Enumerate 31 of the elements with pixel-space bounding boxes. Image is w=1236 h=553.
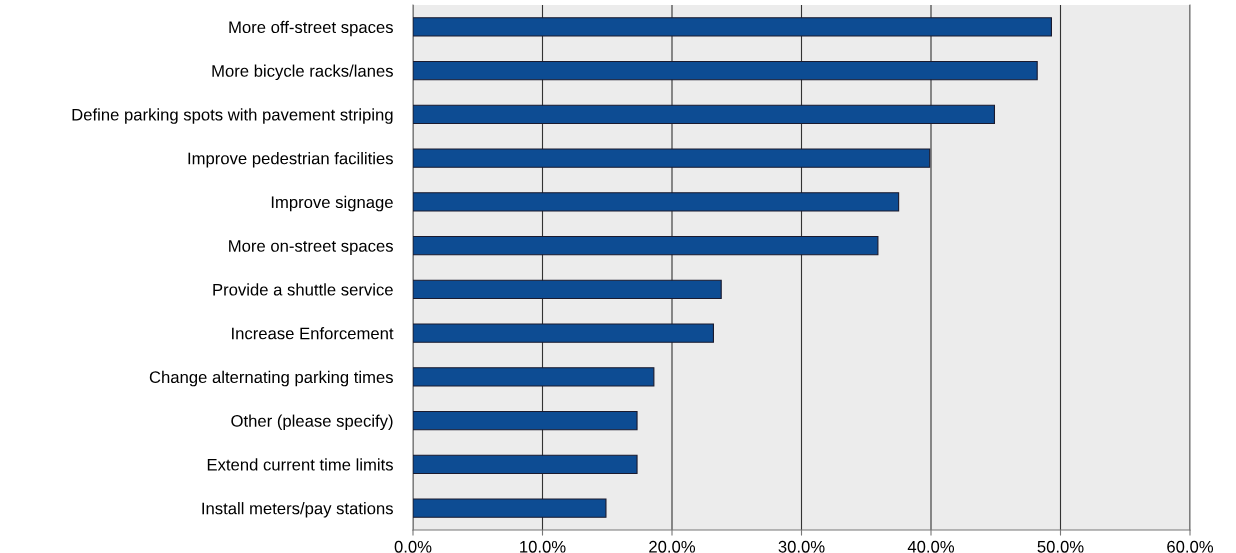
y-tick-label: More bicycle racks/lanes <box>212 64 393 81</box>
x-tick-label: 0.0% <box>394 540 432 553</box>
bar <box>413 323 714 343</box>
y-tick-label: More off-street spaces <box>229 20 393 37</box>
y-tick-label: Define parking spots with pavement striping <box>72 108 393 124</box>
y-tick-label: Improve pedestrian facilities <box>188 152 393 168</box>
y-tick-label: Provide a shuttle service <box>213 283 393 296</box>
bar <box>413 17 1052 37</box>
bar <box>413 367 655 387</box>
x-tick-label: 10.0% <box>520 540 566 553</box>
y-tick-label: More on-street spaces <box>229 240 393 256</box>
x-tick-label: 30.0% <box>778 540 825 553</box>
x-tick-label: 20.0% <box>649 540 696 553</box>
bar <box>413 498 607 518</box>
bar <box>413 148 931 168</box>
bar <box>413 454 638 475</box>
y-tick-label: Other (please specify) <box>231 414 393 431</box>
bar <box>413 235 879 256</box>
y-tick-label: Increase Enforcement <box>232 327 394 340</box>
bar <box>413 279 722 300</box>
y-tick-label: Extend current time limits <box>207 458 393 471</box>
bar <box>413 192 900 212</box>
y-tick-label: Change alternating parking times <box>149 370 393 387</box>
y-tick-label: Improve signage <box>271 195 393 212</box>
bar <box>413 104 996 125</box>
x-tick-label: 50.0% <box>1037 540 1084 553</box>
bar <box>413 60 1038 81</box>
x-tick-label: 60.0% <box>1167 540 1214 553</box>
bar <box>413 410 638 431</box>
y-tick-label: Install meters/pay stations <box>202 502 393 518</box>
x-tick-label: 40.0% <box>907 540 955 553</box>
